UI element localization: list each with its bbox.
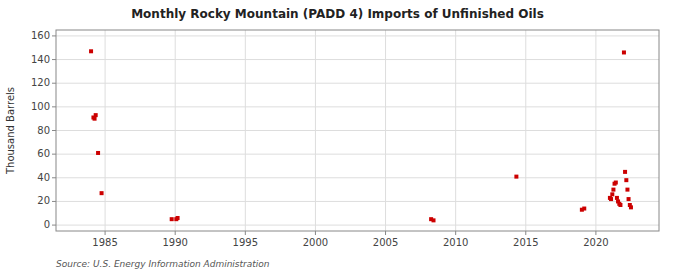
title: Monthly Rocky Mountain (PADD 4) Imports … (131, 7, 544, 21)
y-grid-line (56, 201, 659, 202)
y-tick-label: 60 (37, 148, 50, 159)
point (614, 181, 618, 185)
x-tick (175, 231, 176, 235)
point (615, 196, 619, 200)
y-tick (52, 154, 56, 155)
x-tick (315, 231, 316, 235)
point (629, 205, 633, 209)
y-tick (52, 106, 56, 107)
y-tick-label: 160 (31, 30, 50, 41)
y-grid-line (56, 83, 659, 84)
y-grid-line (56, 35, 659, 36)
x-grid-line (595, 30, 596, 231)
x-grid-line (525, 30, 526, 231)
y-tick (52, 35, 56, 36)
point (622, 50, 626, 54)
y-grid-line (56, 177, 659, 178)
point (627, 197, 631, 201)
x-grid-line (175, 30, 176, 231)
point (611, 188, 615, 192)
point (170, 217, 174, 221)
x-tick (525, 231, 526, 235)
point (100, 191, 104, 195)
y-tick (52, 225, 56, 226)
x-tick-label: 2005 (373, 237, 398, 248)
y-tick-label: 140 (31, 54, 50, 65)
x-tick-label: 2010 (443, 237, 468, 248)
y-tick-label: 40 (37, 172, 50, 183)
x-grid-line (315, 30, 316, 231)
y-tick (52, 201, 56, 202)
y-tick (52, 177, 56, 178)
x-tick (595, 231, 596, 235)
x-tick-label: 2015 (513, 237, 538, 248)
point (624, 178, 628, 182)
x-grid-line (105, 30, 106, 231)
y-grid-line (56, 106, 659, 107)
x-tick (105, 231, 106, 235)
axes: 0 20 40 60 80 100 120 140 160 1985 1990 1995 2000 200… (31, 30, 609, 248)
x-tick (455, 231, 456, 235)
point (93, 117, 97, 121)
point (582, 207, 586, 211)
x-tick-label: 2000 (303, 237, 328, 248)
point (609, 197, 613, 201)
y-tick-label: 120 (31, 77, 50, 88)
y-tick-label: 80 (37, 125, 50, 136)
source: Source: U.S. Energy Information Administ… (56, 259, 270, 269)
x-grid-line (385, 30, 386, 231)
point (625, 188, 629, 192)
x-tick (245, 231, 246, 235)
chart: 0 20 40 60 80 100 120 140 160 1985 1990 1995 2000 200… (0, 0, 675, 275)
points (89, 49, 633, 222)
plot-area (56, 30, 659, 231)
point (610, 192, 614, 196)
plot-frame (56, 30, 659, 231)
point (432, 218, 436, 222)
y-grid-line (56, 130, 659, 131)
x-grid-line (245, 30, 246, 231)
y-tick (52, 130, 56, 131)
y-axis-label: Thousand Barrels (5, 87, 16, 175)
point (176, 216, 180, 220)
x-tick (385, 231, 386, 235)
x-tick-label: 1985 (92, 237, 117, 248)
x-grid-line (455, 30, 456, 231)
y-grid-line (56, 59, 659, 60)
grid (56, 30, 659, 231)
point (514, 175, 518, 179)
point (618, 203, 622, 207)
x-tick-label: 1990 (162, 237, 187, 248)
point (89, 49, 93, 53)
y-tick-label: 100 (31, 101, 50, 112)
x-tick-label: 2020 (583, 237, 608, 248)
y-tick-label: 0 (44, 219, 50, 230)
y-tick (52, 59, 56, 60)
point (94, 113, 98, 117)
y-grid-line (56, 154, 659, 155)
y-grid-line (56, 225, 659, 226)
x-tick-label: 1995 (233, 237, 258, 248)
y-tick (52, 83, 56, 84)
y-tick-label: 20 (37, 195, 50, 206)
point (96, 151, 100, 155)
point (623, 170, 627, 174)
